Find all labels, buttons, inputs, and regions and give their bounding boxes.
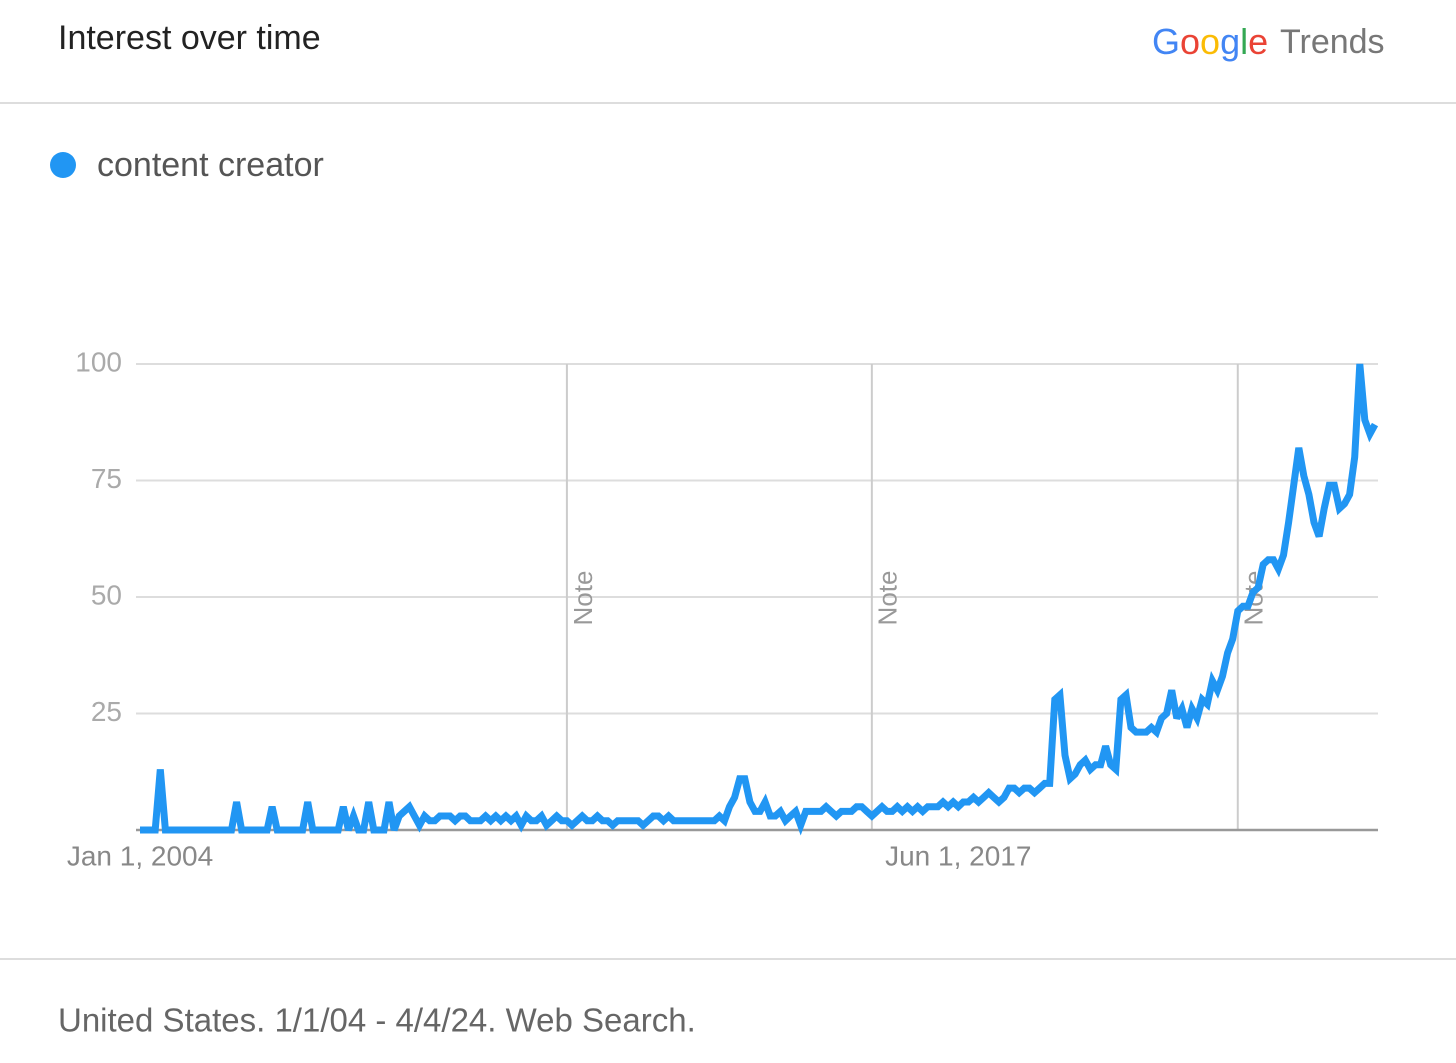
y-tick-label: 50 — [91, 579, 122, 610]
product: Trends — [1280, 23, 1385, 61]
legend-marker — [50, 152, 76, 178]
x-tick-label: Jan 1, 2004 — [67, 840, 213, 871]
note-label: Note — [873, 571, 903, 626]
legend-label: content creator — [97, 146, 324, 184]
series-line — [140, 363, 1379, 836]
y-tick-label: 100 — [75, 346, 122, 377]
title: Interest over time — [58, 19, 321, 57]
brand: Google — [1152, 21, 1268, 62]
footer: United States. 1/1/04 - 4/4/24. Web Sear… — [58, 1002, 696, 1039]
note-label: Note — [568, 571, 598, 626]
y-tick-label: 25 — [91, 696, 122, 727]
y-tick-label: 75 — [91, 463, 122, 494]
x-tick-label: Jun 1, 2017 — [885, 840, 1031, 871]
